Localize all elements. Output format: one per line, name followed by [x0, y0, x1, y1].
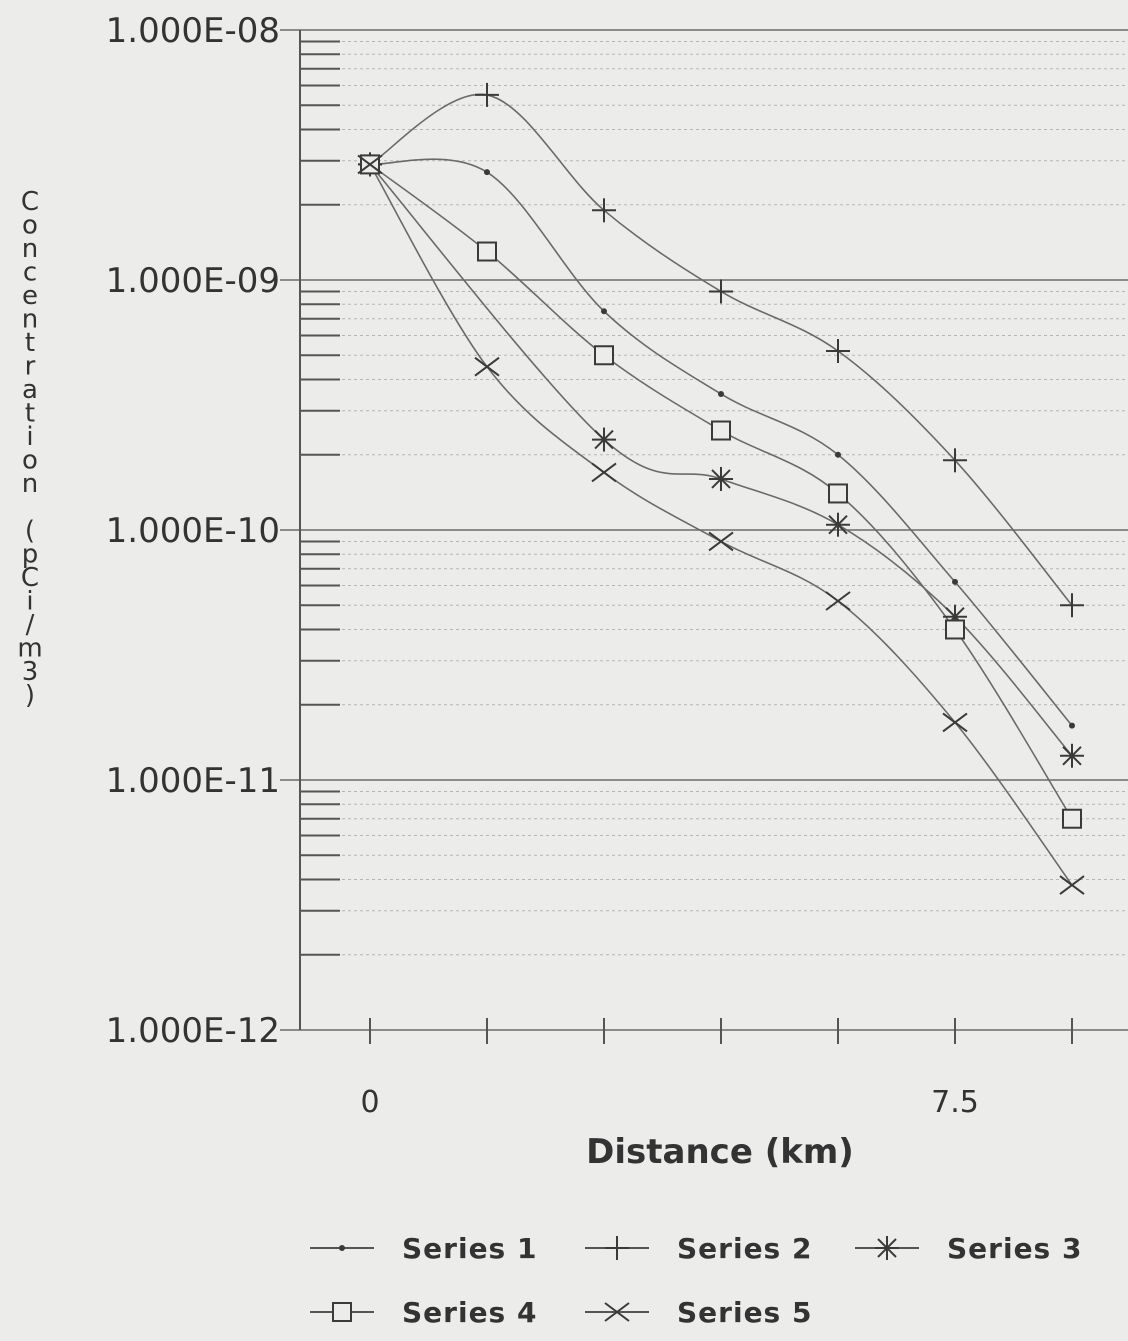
y-axis-label-char: C — [21, 187, 39, 217]
y-axis-label-char: m — [17, 634, 42, 664]
series-1-point — [484, 169, 490, 176]
legend-item-series-2: Series 2 — [585, 1232, 812, 1265]
x-tick-labels: 0 7.5 — [360, 1085, 978, 1120]
series-1-point — [601, 308, 607, 315]
legend-marker — [339, 1245, 345, 1251]
series-1-point — [1069, 722, 1075, 729]
y-tick-label: 1.000E-11 — [106, 761, 280, 801]
series-1-point — [718, 390, 724, 397]
legend-item-series-5: Series 5 — [585, 1296, 812, 1329]
series-5-point — [708, 531, 734, 552]
y-axis-label-char: i — [26, 587, 33, 617]
series-4-point — [828, 483, 848, 504]
series-5-point — [474, 356, 500, 377]
legend-label: Series 1 — [402, 1232, 537, 1265]
series-3-point — [826, 512, 850, 537]
y-axis-label-char: o — [22, 446, 38, 476]
y-axis-label-char: ) — [25, 681, 35, 711]
y-axis-label-char: o — [22, 211, 38, 241]
series-1-point — [952, 578, 958, 585]
series-2-point — [475, 82, 499, 107]
series-3-point — [709, 466, 733, 491]
y-axis-label-char: n — [22, 469, 38, 499]
series-4-point — [945, 619, 965, 640]
y-axis-label-char: a — [22, 375, 38, 405]
y-axis-label-char: t — [25, 399, 35, 429]
y-axis-label-char: / — [26, 610, 35, 640]
series-markers — [357, 82, 1085, 895]
y-axis-label-char: r — [25, 352, 36, 382]
legend-marker — [332, 1302, 352, 1322]
y-axis-label-char: ( — [25, 516, 35, 546]
legend-label: Series 4 — [402, 1296, 537, 1329]
y-tick-label: 1.000E-12 — [106, 1011, 280, 1051]
series-4-line — [369, 163, 1073, 820]
y-axis-label-char: p — [22, 540, 39, 570]
series-3-point — [592, 427, 616, 452]
legend-label: Series 5 — [677, 1296, 812, 1329]
legend-item-series-4: Series 4 — [310, 1296, 537, 1329]
y-tick-label: 1.000E-10 — [106, 511, 280, 551]
series-1-line — [369, 158, 1073, 727]
y-tick-label: 1.000E-09 — [106, 261, 280, 301]
series-3-point — [1060, 743, 1084, 768]
y-axis-label-char: i — [26, 422, 33, 452]
series-2-point — [826, 338, 850, 363]
series-5-point — [1059, 875, 1085, 895]
legend-item-series-1: Series 1 — [310, 1232, 537, 1265]
axes — [299, 30, 1073, 1044]
y-axis-label-char: n — [22, 305, 38, 335]
series-2-point — [709, 279, 733, 304]
legend-marker — [605, 1236, 629, 1260]
y-tick-labels: 1.000E-08 1.000E-09 1.000E-10 1.000E-11 1.00… — [106, 11, 280, 1051]
legend-label: Series 2 — [677, 1232, 812, 1265]
series-2-point — [943, 448, 967, 473]
series-3-line — [369, 163, 1073, 757]
x-axis-label: Distance (km) — [586, 1132, 854, 1172]
series-2-point — [1060, 593, 1084, 618]
series-1-point — [835, 451, 841, 458]
series-2-point — [592, 198, 616, 223]
y-axis-label-char: n — [22, 234, 38, 264]
series-5-point — [591, 462, 617, 483]
x-tick-label: 7.5 — [931, 1085, 979, 1120]
series-5-point — [825, 591, 851, 611]
y-axis-label-char: C — [21, 563, 39, 593]
legend-marker — [604, 1302, 630, 1322]
series-4-point — [1062, 808, 1082, 829]
legend-label: Series 3 — [947, 1232, 1082, 1265]
series-4-point — [711, 420, 731, 441]
y-axis-label-char: e — [22, 281, 38, 311]
series-5-line — [369, 163, 1073, 886]
y-axis-label-char: t — [25, 328, 35, 358]
series-5-point — [357, 154, 383, 175]
series-4-point — [594, 345, 614, 366]
grid — [280, 29, 1128, 1031]
series-5-point — [942, 712, 968, 733]
y-tick-label: 1.000E-08 — [106, 11, 280, 51]
y-axis-label-char: 3 — [22, 657, 39, 687]
x-tick-label: 0 — [360, 1085, 379, 1120]
legend-marker — [875, 1236, 899, 1260]
legend-item-series-3: Series 3 — [855, 1232, 1082, 1265]
legend: Series 1 Series 2 Series 3 Series 4 Series 5 — [310, 1232, 1082, 1329]
series-4-point — [477, 241, 497, 262]
y-axis-label-char: c — [23, 258, 37, 288]
